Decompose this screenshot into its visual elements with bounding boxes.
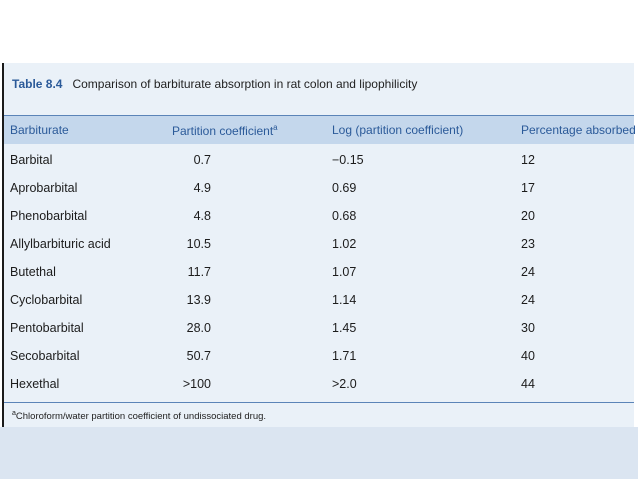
cell-percentage-absorbed: 24: [521, 265, 535, 279]
cell-log-partition: −0.15: [332, 153, 364, 167]
cell-barbiturate: Allylbarbituric acid: [10, 237, 111, 251]
cell-percentage-absorbed: 30: [521, 321, 535, 335]
cell-partition-coefficient: 28.0: [186, 321, 211, 335]
cell-log-partition: 1.14: [332, 293, 357, 307]
header-footnote-marker: a: [273, 123, 278, 132]
cell-partition-coefficient: 13.9: [186, 293, 211, 307]
cell-barbiturate: Hexethal: [10, 377, 60, 391]
table-header-row: Barbiturate Partition coefficienta Log (…: [4, 115, 636, 144]
cell-log-partition: 0.69: [332, 181, 357, 195]
cell-log-partition: 1.02: [332, 237, 357, 251]
table-caption: Table 8.4 Comparison of barbiturate absor…: [12, 77, 417, 91]
cell-barbiturate: Butethal: [10, 265, 56, 279]
table-body: Barbital 0.7 −0.15 12 Aprobarbital 4.9 0.69 17 P…: [4, 149, 634, 401]
cell-log-partition: 1.07: [332, 265, 357, 279]
table-row: Allylbarbituric acid 10.5 1.02 23: [4, 233, 634, 261]
cell-percentage-absorbed: 44: [521, 377, 535, 391]
table-footnote: aChloroform/water partition coefficient …: [12, 410, 266, 422]
header-percentage-absorbed: Percentage absorbed: [521, 123, 636, 137]
cell-barbiturate: Phenobarbital: [10, 209, 88, 223]
cell-partition-coefficient: 10.5: [186, 237, 211, 251]
cell-percentage-absorbed: 12: [521, 153, 535, 167]
footer-divider: [4, 402, 634, 403]
table-label: Table 8.4: [12, 77, 63, 91]
cell-percentage-absorbed: 24: [521, 293, 535, 307]
cell-percentage-absorbed: 40: [521, 349, 535, 363]
cell-percentage-absorbed: 23: [521, 237, 535, 251]
cell-barbiturate: Cyclobarbital: [10, 293, 83, 307]
cell-partition-coefficient: 0.7: [193, 153, 211, 167]
cell-percentage-absorbed: 17: [521, 181, 535, 195]
cell-barbiturate: Secobarbital: [10, 349, 80, 363]
cell-partition-coefficient: 11.7: [187, 265, 211, 279]
cell-partition-coefficient: >100: [182, 377, 211, 391]
header-partition-coefficient-text: Partition coefficient: [172, 124, 274, 138]
bottom-band: [0, 427, 638, 479]
cell-partition-coefficient: 50.7: [186, 349, 211, 363]
cell-partition-coefficient: 4.9: [193, 181, 211, 195]
cell-barbiturate: Barbital: [10, 153, 53, 167]
table-row: Barbital 0.7 −0.15 12: [4, 149, 634, 177]
table-row: Pentobarbital 28.0 1.45 30: [4, 317, 634, 345]
table-panel: Table 8.4 Comparison of barbiturate absor…: [2, 63, 636, 427]
table-caption-text: Comparison of barbiturate absorption in …: [72, 77, 418, 91]
header-log-partition: Log (partition coefficient): [332, 123, 464, 137]
cell-log-partition: 1.71: [332, 349, 357, 363]
table-row: Hexethal >100 >2.0 44: [4, 373, 634, 401]
cell-barbiturate: Pentobarbital: [10, 321, 84, 335]
footnote-text: Chloroform/water partition coefficient o…: [15, 411, 267, 423]
cell-log-partition: >2.0: [332, 377, 357, 391]
cell-percentage-absorbed: 20: [521, 209, 535, 223]
table-row: Phenobarbital 4.8 0.68 20: [4, 205, 634, 233]
cell-barbiturate: Aprobarbital: [10, 181, 78, 195]
table-row: Butethal 11.7 1.07 24: [4, 261, 634, 289]
table-row: Cyclobarbital 13.9 1.14 24: [4, 289, 634, 317]
cell-log-partition: 0.68: [332, 209, 357, 223]
footnote-marker: a: [12, 410, 16, 417]
table-row: Secobarbital 50.7 1.71 40: [4, 345, 634, 373]
header-partition-coefficient: Partition coefficienta: [172, 123, 278, 138]
cell-log-partition: 1.45: [332, 321, 357, 335]
header-barbiturate: Barbiturate: [10, 123, 69, 137]
table-row: Aprobarbital 4.9 0.69 17: [4, 177, 634, 205]
cell-partition-coefficient: 4.8: [193, 209, 211, 223]
